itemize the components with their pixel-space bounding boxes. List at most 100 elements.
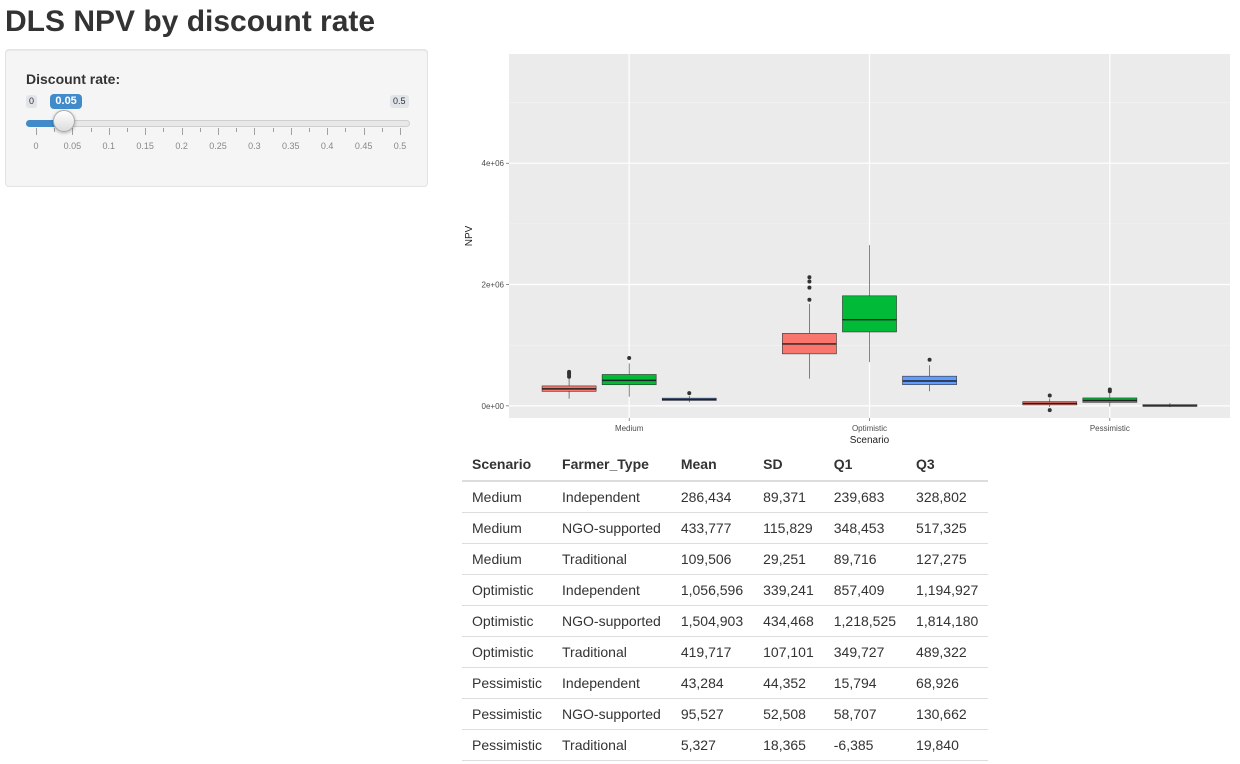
box-outlier	[627, 355, 632, 360]
slider-tick	[400, 128, 401, 135]
slider-tick-label: 0.3	[248, 141, 261, 151]
table-cell: 127,275	[906, 543, 989, 575]
table-cell: 339,241	[753, 574, 824, 606]
box-outlier	[1047, 408, 1052, 413]
box-outlier	[567, 369, 572, 374]
table-cell: Optimistic	[462, 574, 553, 606]
slider-tick	[199, 128, 201, 132]
column-header: Mean	[670, 448, 754, 482]
table-cell: Optimistic	[462, 636, 553, 668]
table-cell: 434,468	[753, 605, 824, 637]
table-cell: Pessimistic	[462, 729, 553, 761]
slider-tick	[90, 128, 92, 132]
slider-tick	[272, 128, 274, 132]
slider-tick	[254, 128, 256, 135]
table-cell: Traditional	[552, 543, 671, 575]
table-row: Optimistic Traditional 419,717 107,101 349,7…	[462, 636, 989, 668]
table-cell: 52,508	[753, 698, 824, 730]
table-row: Pessimistic Independent 43,284 44,352 15,794…	[462, 667, 989, 699]
slider-tick-label: 0.4	[320, 141, 334, 151]
slider-tick-label: 0.45	[354, 141, 373, 151]
y-tick-label: 4e+06	[482, 159, 505, 168]
table-cell: Independent	[552, 667, 671, 699]
table-cell: NGO-supported	[552, 698, 671, 730]
column-header: Q3	[906, 448, 989, 482]
slider-tick-label: 0.25	[209, 141, 227, 151]
table-cell: Medium	[462, 512, 553, 544]
slider-tick	[345, 128, 347, 132]
table-cell: 239,683	[823, 481, 907, 513]
table-cell: 18,365	[753, 729, 824, 761]
slider-tick-label: 0	[33, 141, 39, 151]
table-row: Medium NGO-supported 433,777 115,829 348,453…	[462, 512, 989, 544]
slider-tick	[54, 128, 56, 132]
page-title: DLS NPV by discount rate	[5, 5, 376, 38]
column-header: SD	[753, 448, 824, 482]
slider-handle[interactable]	[53, 110, 76, 132]
slider-tick	[181, 128, 183, 135]
table-cell: 1,056,596	[670, 574, 754, 606]
table-cell: 419,717	[670, 636, 754, 668]
slider-tick	[236, 128, 238, 132]
npv-boxplot-svg: 0e+00 2e+06 4e+06 Medium Optimistic Pessimist…	[464, 54, 1230, 446]
column-header: Q1	[823, 448, 907, 482]
box-outlier	[1107, 387, 1112, 392]
slider-tick-label: 0.35	[282, 141, 300, 151]
slider-tick	[163, 128, 165, 132]
table-cell: Traditional	[552, 729, 671, 761]
slider-tick	[381, 128, 383, 132]
table-cell: Pessimistic	[462, 667, 553, 699]
table-row: Medium Independent 286,434 89,371 239,683 328…	[462, 481, 989, 513]
table-cell: 19,840	[906, 729, 989, 761]
box-outlier	[1047, 393, 1052, 398]
box-outlier	[687, 391, 692, 396]
table-cell: Independent	[552, 574, 671, 606]
slider-tick	[127, 128, 128, 132]
slider-tick-label: 0.05	[63, 141, 82, 151]
table-cell: -6,385	[823, 729, 907, 761]
box-outlier	[807, 279, 812, 284]
x-tick-label: Pessimistic	[1090, 424, 1130, 433]
column-header: Farmer_Type	[552, 448, 671, 482]
slider-tick	[72, 128, 74, 135]
table-cell: 857,409	[823, 574, 907, 606]
table-cell: Medium	[462, 481, 553, 513]
table-cell: Pessimistic	[462, 698, 553, 730]
table-cell: 89,716	[823, 543, 907, 575]
slider-tick	[108, 128, 110, 135]
slider-tick-label: 0.5	[393, 141, 407, 151]
discount-rate-label: Discount rate:	[26, 71, 121, 87]
box	[601, 374, 657, 386]
table-cell: 130,662	[906, 698, 989, 730]
slider-tick	[36, 128, 37, 135]
x-axis-title: Scenario	[850, 435, 890, 446]
table-cell: 328,802	[906, 481, 989, 513]
npv-boxplot: 0e+00 2e+06 4e+06 Medium Optimistic Pessimist…	[440, 48, 1236, 448]
table-cell: 95,527	[670, 698, 754, 730]
table-cell: 286,434	[670, 481, 754, 513]
table-cell: NGO-supported	[552, 605, 671, 637]
table-cell: 68,926	[906, 667, 989, 699]
slider-tick	[309, 128, 310, 132]
table-cell: 89,371	[753, 481, 824, 513]
sidebar-panel: Discount rate: 0 0.5 0.05 0 0.05 0.1 0.15 0.…	[5, 49, 428, 187]
box-outlier	[927, 357, 932, 362]
table-cell: 1,814,180	[906, 605, 989, 637]
table-cell: 1,504,903	[670, 605, 754, 637]
table-row: Pessimistic Traditional 5,327 18,365 -6,385 1…	[462, 729, 989, 761]
box-outlier	[807, 285, 812, 290]
slider-tick-label: 0.15	[136, 141, 154, 151]
table-cell: 489,322	[906, 636, 989, 668]
table-cell: 15,794	[823, 667, 907, 699]
discount-rate-slider[interactable]: 0 0.5 0.05 0 0.05 0.1 0.15 0.2 0.25 0.3 0.35 0.4…	[26, 94, 412, 174]
table-cell: 44,352	[753, 667, 824, 699]
slider-tick-label: 0.2	[175, 141, 188, 151]
table-cell: Independent	[552, 481, 671, 513]
table-cell: 433,777	[670, 512, 754, 544]
box-outlier	[807, 297, 812, 302]
slider-track[interactable]	[26, 120, 410, 127]
table-row: Optimistic Independent 1,056,596 339,241 857…	[462, 574, 989, 606]
table-cell: 43,284	[670, 667, 754, 699]
slider-tick	[145, 128, 147, 135]
table-cell: 348,453	[823, 512, 907, 544]
